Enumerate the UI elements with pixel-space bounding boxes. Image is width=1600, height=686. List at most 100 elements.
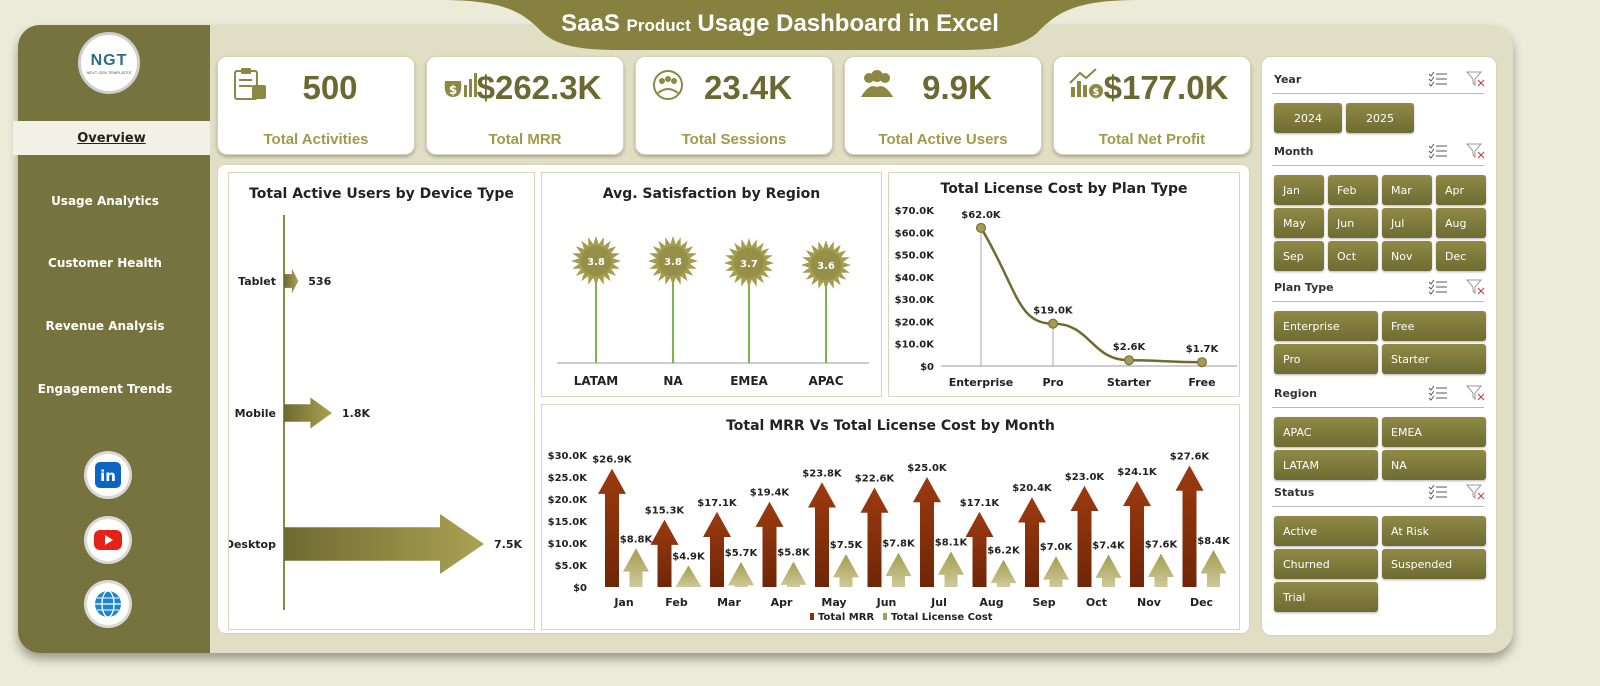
license-label-aug: $6.2K — [987, 546, 1021, 557]
y-tick-label: $10.0K — [548, 539, 589, 550]
license-bar-jul — [938, 551, 964, 587]
mrr-label-aug: $17.1K — [960, 498, 1001, 509]
clear-filter-icon[interactable] — [1465, 385, 1486, 401]
legend-label-license: Total License Cost — [891, 612, 993, 623]
y-tick-label: $0 — [573, 583, 587, 594]
device-type-chart: Tablet 536 Mobile 1.8K Desktop 7.5K — [229, 215, 522, 610]
license-label-jun: $7.8K — [882, 539, 916, 550]
clear-filter-icon[interactable] — [1465, 279, 1486, 295]
svg-text:$: $ — [449, 83, 457, 97]
website-button[interactable] — [84, 580, 132, 628]
slicer-item-na[interactable]: NA — [1382, 450, 1486, 480]
slicer-item-apr[interactable]: Apr — [1436, 175, 1486, 205]
category-label-desktop: Desktop — [229, 538, 276, 551]
license-label-feb: $4.9K — [672, 551, 706, 562]
category-label-aug: Aug — [979, 596, 1003, 609]
slicer-item-2025[interactable]: 2025 — [1346, 103, 1414, 133]
youtube-button[interactable] — [84, 516, 132, 564]
data-label-latam: 3.8 — [587, 257, 605, 268]
logo: NGT NEXT GEN TEMPLATES — [78, 32, 140, 94]
slicer-item-active[interactable]: Active — [1274, 516, 1378, 546]
category-label-tablet: Tablet — [238, 275, 276, 288]
nav-item-usage-analytics[interactable]: Usage Analytics — [51, 194, 159, 208]
mrr-bar-jan — [598, 468, 626, 587]
chart-title: Total MRR Vs Total License Cost by Month — [726, 418, 1055, 434]
multi-select-icon[interactable] — [1428, 143, 1448, 159]
license-cost-line — [979, 227, 1203, 364]
globe-icon — [95, 590, 121, 618]
slicer-item-may[interactable]: May — [1274, 208, 1324, 238]
slicer-item-jul[interactable]: Jul — [1382, 208, 1432, 238]
multi-select-icon[interactable] — [1428, 484, 1448, 500]
slicer-item-mar[interactable]: Mar — [1382, 175, 1432, 205]
slicer-item-emea[interactable]: EMEA — [1382, 417, 1486, 447]
slicer-item-suspended[interactable]: Suspended — [1382, 549, 1486, 579]
category-label-apac: APAC — [808, 374, 843, 388]
slicer-item-starter[interactable]: Starter — [1382, 344, 1486, 374]
mrr-bar-dec — [1175, 465, 1204, 587]
nav-item-revenue-analysis[interactable]: Revenue Analysis — [45, 319, 165, 333]
slicer-item-free[interactable]: Free — [1382, 311, 1486, 341]
kpi-label: Total Activities — [263, 131, 369, 148]
slicer-item-latam[interactable]: LATAM — [1274, 450, 1378, 480]
slicer-divider — [1272, 301, 1484, 302]
slicer-item-oct[interactable]: Oct — [1328, 241, 1378, 271]
license-bar-jan — [623, 548, 649, 587]
chart-title: Total License Cost by Plan Type — [940, 181, 1188, 197]
multi-select-icon[interactable] — [1428, 279, 1448, 295]
category-label-dec: Dec — [1190, 596, 1213, 609]
svg-text:$: $ — [1093, 87, 1100, 98]
chart-title: Avg. Satisfaction by Region — [602, 186, 821, 202]
slicer-item-at-risk[interactable]: At Risk — [1382, 516, 1486, 546]
slicer-divider — [1272, 506, 1484, 507]
slicer-item-enterprise[interactable]: Enterprise — [1274, 311, 1378, 341]
nav-item-customer-health[interactable]: Customer Health — [48, 256, 162, 270]
slicer-item-sep[interactable]: Sep — [1274, 241, 1324, 271]
multi-select-icon[interactable] — [1428, 385, 1448, 401]
slicer-title-region: Region — [1274, 387, 1317, 400]
y-tick-label: $40.0K — [895, 273, 936, 284]
slicer-item-aug[interactable]: Aug — [1436, 208, 1486, 238]
license-bar-feb — [675, 565, 702, 587]
clear-filter-icon[interactable] — [1465, 143, 1486, 159]
mrr-bar-may — [808, 482, 836, 587]
multi-select-icon[interactable] — [1428, 71, 1448, 87]
slicer-item-dec[interactable]: Dec — [1436, 241, 1486, 271]
nav-item-engagement-trends[interactable]: Engagement Trends — [37, 382, 173, 396]
mrr-bar-feb — [650, 519, 679, 587]
y-tick-label: $70.0K — [895, 206, 936, 217]
slicer-item-apac[interactable]: APAC — [1274, 417, 1378, 447]
linkedin-button[interactable]: in — [84, 451, 132, 499]
chart-card-mrr-vs-license: Total MRR Vs Total License Cost by Month… — [541, 404, 1240, 630]
license-bar-jun — [885, 552, 912, 587]
license-label-jan: $8.8K — [620, 534, 654, 545]
category-label-sep: Sep — [1032, 596, 1055, 609]
category-label-na: NA — [663, 374, 683, 388]
slicer-item-jun[interactable]: Jun — [1328, 208, 1378, 238]
slicer-item-pro[interactable]: Pro — [1274, 344, 1378, 374]
clear-filter-icon[interactable] — [1465, 484, 1486, 500]
slicer-divider — [1272, 407, 1484, 408]
kpi-value: $262.3K — [476, 69, 602, 106]
mrr-bar-mar — [703, 511, 731, 587]
money-bag-chart-icon: $ — [444, 73, 477, 97]
profit-chart-icon: $ — [1069, 68, 1103, 98]
slicer-item-churned[interactable]: Churned — [1274, 549, 1378, 579]
license-label-mar: $5.7K — [725, 548, 759, 559]
data-label-emea: 3.7 — [740, 259, 758, 270]
slicer-item-2024[interactable]: 2024 — [1274, 103, 1342, 133]
clear-filter-icon[interactable] — [1465, 71, 1486, 87]
slicer-item-jan[interactable]: Jan — [1274, 175, 1324, 205]
slicer-item-nov[interactable]: Nov — [1382, 241, 1432, 271]
slicer-item-feb[interactable]: Feb — [1328, 175, 1378, 205]
data-point-pro — [1048, 318, 1058, 329]
mrr-bar-oct — [1070, 485, 1099, 587]
y-tick-label: $30.0K — [895, 295, 936, 306]
data-label-tablet: 536 — [308, 275, 331, 288]
users-icon — [861, 70, 893, 97]
license-bar-dec — [1200, 550, 1227, 587]
nav-item-overview[interactable]: Overview — [13, 121, 210, 155]
slicer-item-trial[interactable]: Trial — [1274, 582, 1378, 612]
category-label-jan: Jan — [613, 596, 633, 609]
